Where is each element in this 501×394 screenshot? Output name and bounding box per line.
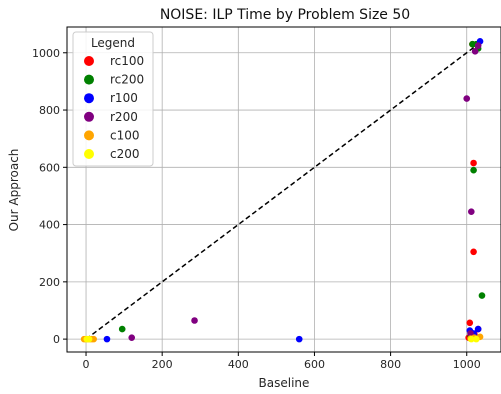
diagonal-line <box>85 43 479 340</box>
data-point-r200 <box>468 208 475 215</box>
legend-marker-rc200 <box>84 74 94 85</box>
y-tick-label: 1000 <box>32 47 60 60</box>
legend-label-rc100: rc100 <box>110 54 144 68</box>
legend-marker-c100 <box>84 130 94 141</box>
data-point-r200 <box>474 42 482 49</box>
data-point-r200 <box>191 317 198 324</box>
data-point-rc200 <box>118 325 126 333</box>
legend-marker-rc100 <box>84 56 94 66</box>
chart-title: NOISE: ILP Time by Problem Size 50 <box>160 7 410 23</box>
legend-marker-r100 <box>84 93 94 104</box>
x-tick-label: 200 <box>152 358 173 371</box>
data-point-c200 <box>472 335 480 343</box>
data-point-rc100 <box>470 159 477 167</box>
data-point-rc100 <box>466 319 474 327</box>
x-axis-label: Baseline <box>259 376 310 390</box>
data-point-c200 <box>468 335 475 343</box>
data-point-rc200 <box>470 166 477 174</box>
legend-label-c200: c200 <box>110 147 140 161</box>
data-point-rc200 <box>478 292 486 299</box>
x-tick-label: 600 <box>304 358 325 371</box>
y-axis-label: Our Approach <box>7 149 21 232</box>
data-point-r200 <box>128 334 136 341</box>
data-point-r200 <box>467 330 474 337</box>
legend-label-r200: r200 <box>110 110 138 124</box>
data-point-r100 <box>295 335 303 343</box>
x-tick-label: 0 <box>83 358 90 371</box>
data-point-r200 <box>471 48 479 55</box>
y-tick-label: 200 <box>39 276 60 289</box>
x-tick-label: 1000 <box>453 358 481 371</box>
y-tick-label: 0 <box>53 333 60 346</box>
x-tick-label: 800 <box>380 358 401 371</box>
legend-label-rc200: rc200 <box>110 73 144 87</box>
data-point-c100 <box>90 335 97 343</box>
data-point-rc100 <box>470 248 477 256</box>
y-tick-label: 600 <box>39 161 60 174</box>
data-point-r100 <box>474 325 482 333</box>
legend-label-r100: r100 <box>110 91 138 105</box>
legend-label-c100: c100 <box>110 128 140 142</box>
y-tick-label: 800 <box>39 104 60 117</box>
data-point-r200 <box>463 95 471 102</box>
diagonal-layer <box>85 43 479 340</box>
legend-marker-r200 <box>84 111 94 122</box>
y-axis: 0 200 400 600 800 1000 <box>32 47 67 346</box>
x-tick-label: 400 <box>228 358 249 371</box>
legend: Legend rc100 rc200 r100 r200 c100 c200 <box>72 31 154 167</box>
points-layer <box>80 38 486 343</box>
plot-frame <box>66 26 501 353</box>
x-axis: 0 200 400 600 800 1000 <box>83 352 481 371</box>
y-tick-label: 400 <box>39 219 60 232</box>
data-point-r100 <box>103 335 111 343</box>
legend-title: Legend <box>91 36 135 50</box>
data-point-c200 <box>85 335 93 343</box>
legend-marker-c200 <box>84 149 94 159</box>
